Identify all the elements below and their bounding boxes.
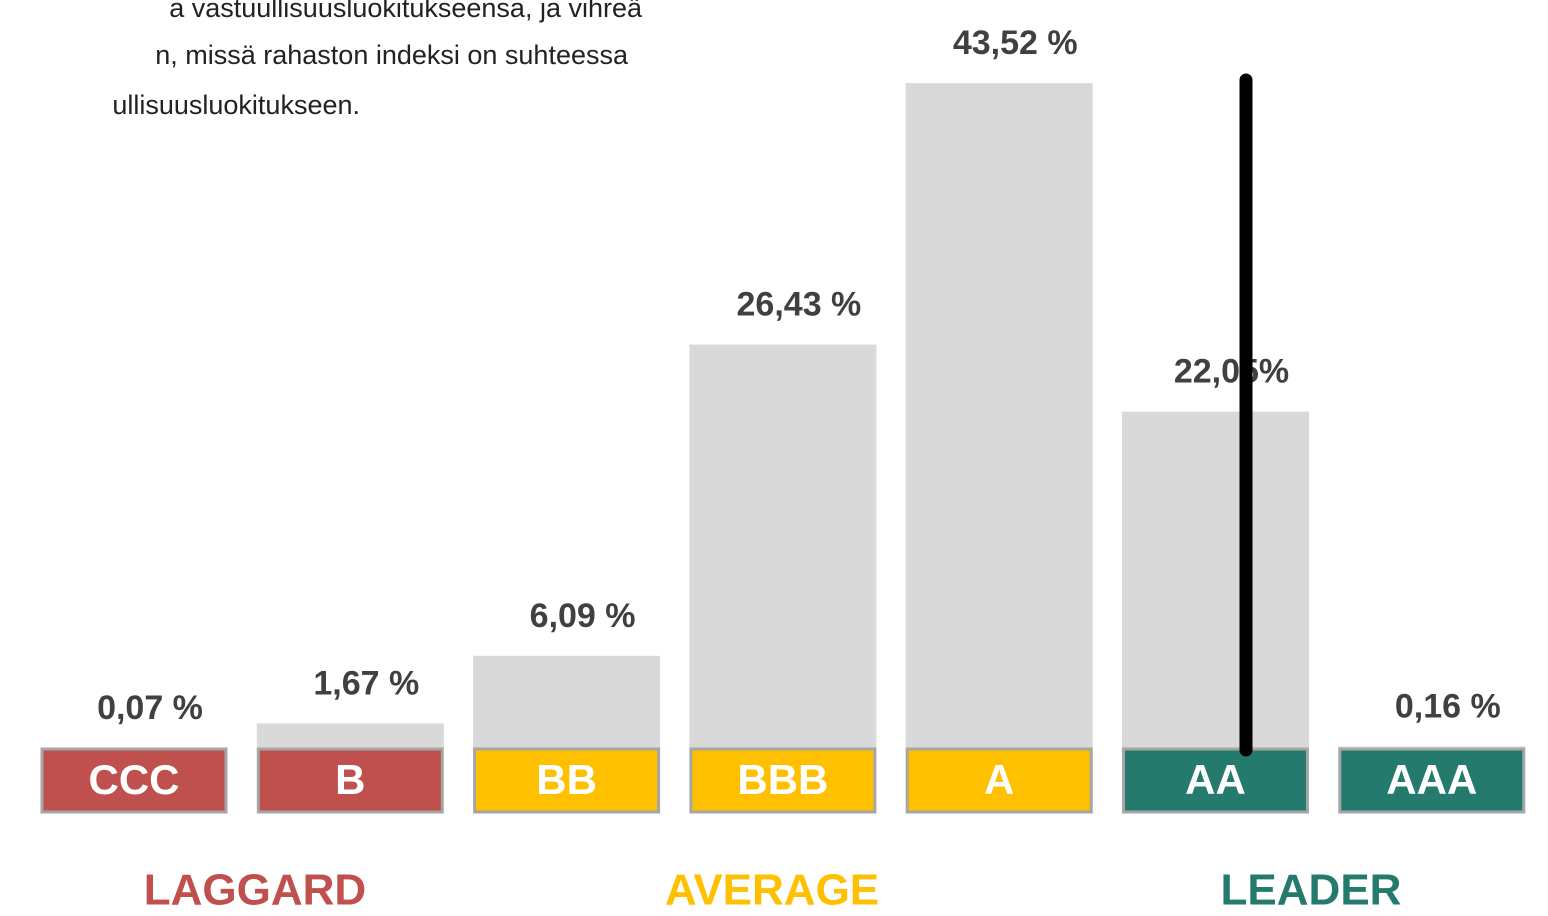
value-label: 0,07 % xyxy=(97,689,203,727)
category-label: B xyxy=(335,756,365,803)
category-box xyxy=(1122,747,1309,814)
category-box xyxy=(473,747,661,814)
group-label: AVERAGE xyxy=(665,866,879,915)
category-label: A xyxy=(984,756,1014,803)
value-label: 26,43 % xyxy=(737,286,862,324)
category-box xyxy=(905,747,1093,814)
annotation: n, missä rahaston indeksi on suhteessa xyxy=(155,40,629,70)
value-label: 1,67 % xyxy=(313,664,419,702)
group-label: LAGGARD xyxy=(144,866,366,915)
category-box xyxy=(689,747,877,814)
category-label: AA xyxy=(1185,756,1246,803)
category-box xyxy=(1338,747,1526,814)
bar xyxy=(905,83,1093,750)
bar xyxy=(689,344,877,749)
bar xyxy=(1122,411,1309,749)
category-label: CCC xyxy=(89,756,180,803)
category-box xyxy=(256,747,444,814)
annotation: a vastuullisuusluokitukseensa, ja vihreä xyxy=(169,0,643,23)
bar xyxy=(256,723,444,749)
bars xyxy=(40,83,1526,750)
value-label: 6,09 % xyxy=(530,597,636,635)
value-label: 22,05% xyxy=(1174,353,1289,391)
bar xyxy=(473,655,661,749)
value-label: 0,16 % xyxy=(1395,688,1501,726)
annotation: ullisuusluokitukseen. xyxy=(112,90,360,120)
category-box xyxy=(40,747,228,814)
category-label: BB xyxy=(536,756,597,803)
value-label: 43,52 % xyxy=(953,24,1078,62)
group-label: LEADER xyxy=(1221,866,1402,915)
category-label: BBB xyxy=(737,756,828,803)
category-label: AAA xyxy=(1386,756,1477,803)
